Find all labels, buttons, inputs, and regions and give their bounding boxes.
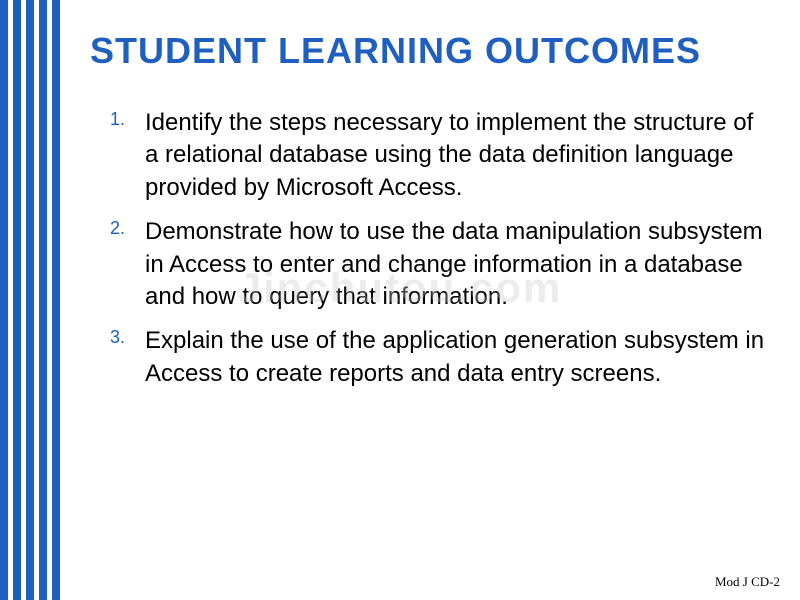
- stripe: [26, 0, 34, 600]
- slide-footer: Mod J CD-2: [715, 574, 780, 590]
- stripe: [39, 0, 47, 600]
- slide-title: STUDENT LEARNING OUTCOMES: [90, 30, 770, 72]
- list-item: 1. Identify the steps necessary to imple…: [110, 107, 770, 204]
- item-number: 1.: [110, 107, 145, 204]
- item-text: Identify the steps necessary to implemen…: [145, 107, 770, 204]
- stripe: [0, 0, 8, 600]
- decorative-left-stripes: [0, 0, 60, 600]
- slide-content: STUDENT LEARNING OUTCOMES 1. Identify th…: [90, 30, 770, 580]
- item-number: 3.: [110, 325, 145, 390]
- item-text: Demonstrate how to use the data manipula…: [145, 216, 770, 313]
- item-text: Explain the use of the application gener…: [145, 325, 770, 390]
- list-item: 2. Demonstrate how to use the data manip…: [110, 216, 770, 313]
- stripe: [52, 0, 60, 600]
- list-item: 3. Explain the use of the application ge…: [110, 325, 770, 390]
- outcomes-list: 1. Identify the steps necessary to imple…: [90, 107, 770, 390]
- stripe: [13, 0, 21, 600]
- item-number: 2.: [110, 216, 145, 313]
